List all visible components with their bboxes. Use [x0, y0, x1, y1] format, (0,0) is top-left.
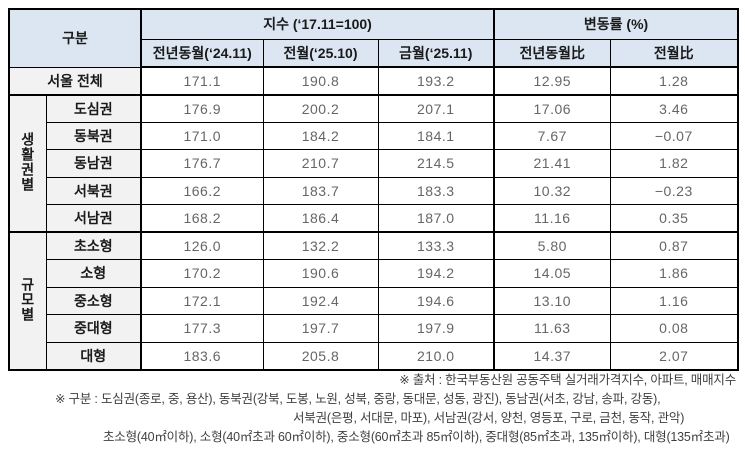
value-cell: 194.2 [377, 259, 495, 288]
value-cell: 126.0 [140, 231, 264, 260]
value-cell: 2.07 [609, 341, 739, 370]
value-cell: 197.9 [377, 314, 495, 343]
table-row-daehyung: 대형 183.6 205.8 210.0 14.37 2.07 [9, 341, 739, 370]
value-cell: 176.7 [140, 149, 264, 178]
value-cell: −0.07 [609, 121, 739, 150]
footnote-size-definition: 초소형(40㎡이하), 소형(40㎡초과 60㎡이하), 중소형(60㎡초과 8… [103, 430, 730, 444]
row-label: 서북권 [45, 176, 142, 205]
value-cell: 170.2 [140, 259, 264, 288]
value-cell: 183.3 [377, 176, 495, 205]
header-col-mom: 전월比 [609, 38, 739, 68]
value-cell: 210.7 [262, 149, 379, 178]
table-row-seoul-total: 서울 전체 171.1 190.8 193.2 12.95 1.28 [8, 66, 739, 95]
table-row-dongnam: 동남권 176.7 210.7 214.5 21.41 1.82 [9, 149, 739, 178]
value-cell: 1.16 [609, 286, 739, 315]
value-cell: 197.7 [262, 314, 379, 343]
header-corner: 구분 [8, 8, 142, 68]
value-cell: 12.95 [493, 66, 611, 95]
row-label: 소형 [45, 259, 142, 288]
value-cell: 1.28 [609, 66, 739, 95]
value-cell: 184.2 [262, 121, 379, 150]
footnote-region-definition: ※ 구분 : 도심권(종로, 중, 용산), 동북권(강북, 도봉, 노원, 성… [55, 392, 661, 406]
value-cell: 1.82 [609, 149, 739, 178]
value-cell: 192.4 [262, 286, 379, 315]
value-cell: 0.35 [609, 204, 739, 233]
row-label: 서울 전체 [8, 66, 142, 95]
value-cell: 214.5 [377, 149, 495, 178]
value-cell: 183.7 [262, 176, 379, 205]
value-cell: 193.2 [377, 66, 495, 95]
value-cell: 11.16 [493, 204, 611, 233]
value-cell: 186.4 [262, 204, 379, 233]
value-cell: 1.86 [609, 259, 739, 288]
group-label-size: 규모별 [8, 231, 47, 370]
value-cell: 3.46 [609, 93, 739, 123]
value-cell: 0.87 [609, 231, 739, 260]
value-cell: 5.80 [493, 231, 611, 260]
value-cell: 187.0 [377, 204, 495, 233]
table-row-dongbuk: 동북권 171.0 184.2 184.1 7.67 −0.07 [9, 121, 739, 150]
value-cell: 200.2 [262, 93, 379, 123]
row-label: 동북권 [45, 121, 142, 150]
value-cell: 14.05 [493, 259, 611, 288]
value-cell: 17.06 [493, 93, 611, 123]
header-change-group: 변동률 (%) [493, 8, 739, 40]
value-cell: 0.08 [609, 314, 739, 343]
value-cell: 10.32 [493, 176, 611, 205]
value-cell: 207.1 [377, 93, 495, 123]
value-cell: 172.1 [140, 286, 264, 315]
row-label: 초소형 [45, 231, 142, 260]
header-col-this-month: 금월(‘25.11) [377, 38, 495, 68]
table-row-jungdaehyung: 중대형 177.3 197.7 197.9 11.63 0.08 [9, 314, 739, 343]
value-cell: 194.6 [377, 286, 495, 315]
value-cell: 21.41 [493, 149, 611, 178]
value-cell: 7.67 [493, 121, 611, 150]
table-row-sohyung: 소형 170.2 190.6 194.2 14.05 1.86 [9, 259, 739, 288]
value-cell: 205.8 [262, 341, 379, 370]
value-cell: 184.1 [377, 121, 495, 150]
value-cell: 171.0 [140, 121, 264, 150]
table-row-dosim: 생활권별 도심권 176.9 200.2 207.1 17.06 3.46 [8, 93, 739, 233]
header-col-prev-month: 전월(‘25.10) [262, 38, 379, 68]
value-cell: 11.63 [493, 314, 611, 343]
row-label: 동남권 [45, 149, 142, 178]
header-index-group: 지수 (‘17.11=100) [140, 8, 495, 40]
value-cell: 166.2 [140, 176, 264, 205]
value-cell: −0.23 [609, 176, 739, 205]
value-cell: 190.8 [262, 66, 379, 95]
group-label-region: 생활권별 [8, 93, 47, 233]
row-label: 도심권 [45, 93, 142, 123]
value-cell: 176.9 [140, 93, 264, 123]
value-cell: 132.2 [262, 231, 379, 260]
value-cell: 171.1 [140, 66, 264, 95]
row-label: 중소형 [45, 286, 142, 315]
row-label: 중대형 [45, 314, 142, 343]
table-row-jungsohyung: 중소형 172.1 192.4 194.6 13.10 1.16 [9, 286, 739, 315]
value-cell: 14.37 [493, 341, 611, 370]
value-cell: 13.10 [493, 286, 611, 315]
value-cell: 183.6 [140, 341, 264, 370]
value-cell: 210.0 [377, 341, 495, 370]
header-col-yoy: 전년동월比 [493, 38, 611, 68]
table-row-seobuk: 서북권 166.2 183.7 183.3 10.32 −0.23 [9, 176, 739, 205]
price-index-table: 구분 지수 (‘17.11=100) 변동률 (%) 전년동월(‘24.11) … [8, 8, 740, 371]
table-row-chosohyung: 규모별 초소형 126.0 132.2 133.3 5.80 0.87 [8, 231, 739, 370]
row-label: 대형 [45, 341, 142, 370]
table-row-seonam: 서남권 168.2 186.4 187.0 11.16 0.35 [9, 204, 739, 233]
row-label: 서남권 [45, 204, 142, 233]
value-cell: 133.3 [377, 231, 495, 260]
value-cell: 168.2 [140, 204, 264, 233]
header-col-prev-year: 전년동월(‘24.11) [140, 38, 264, 68]
footnote-source: ※ 출처 : 한국부동산원 공동주택 실거래가격지수, 아파트, 매매지수 [399, 373, 736, 387]
footnote-region-definition-cont: 서북권(은평, 서대문, 마포), 서남권(강서, 양천, 영등포, 구로, 금… [293, 411, 685, 425]
footnotes: ※ 출처 : 한국부동산원 공동주택 실거래가격지수, 아파트, 매매지수 ※ … [0, 371, 745, 447]
value-cell: 177.3 [140, 314, 264, 343]
value-cell: 190.6 [262, 259, 379, 288]
